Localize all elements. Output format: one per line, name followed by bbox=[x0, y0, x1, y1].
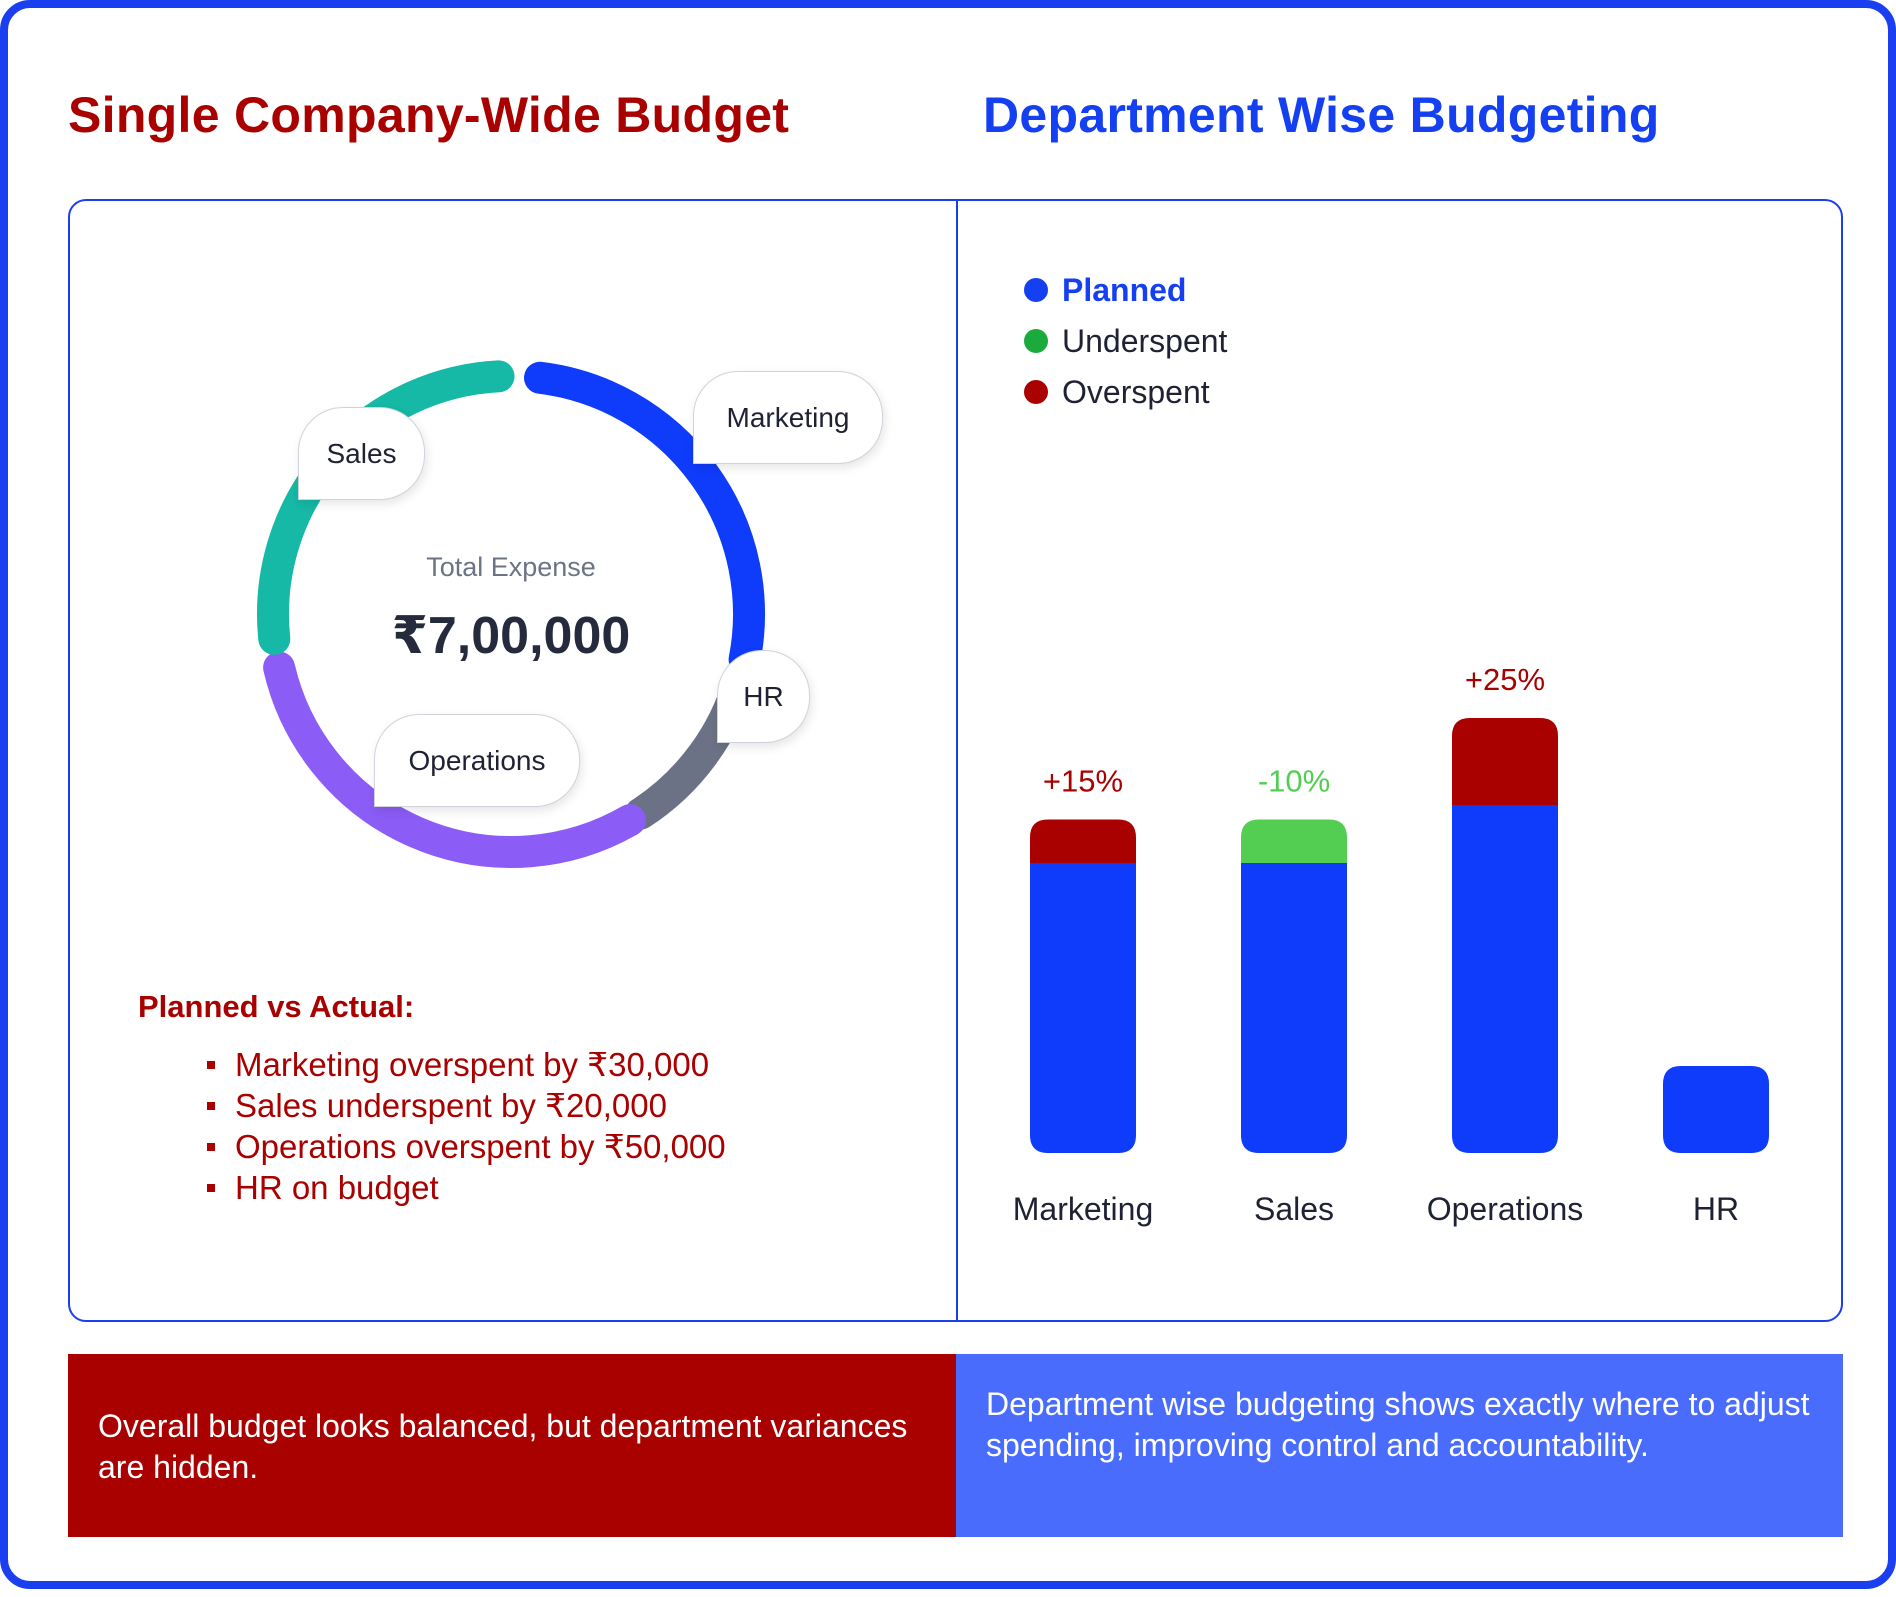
hr-segment-bubble: HR bbox=[717, 650, 810, 743]
planned-vs-actual-title: Planned vs Actual: bbox=[138, 989, 415, 1024]
operations-segment-label: Operations bbox=[408, 744, 546, 776]
x-tick-label-sales: Sales bbox=[1254, 1191, 1334, 1227]
legend-dot-planned bbox=[1024, 278, 1048, 302]
bar-value-label-marketing: +15% bbox=[1043, 764, 1123, 799]
list-item-text: Operations overspent by ₹50,000 bbox=[235, 1128, 726, 1165]
list-item: Marketing overspent by ₹30,000 bbox=[196, 1044, 726, 1085]
bar-sales-planned bbox=[1241, 863, 1347, 1153]
company-budget-heading: Single Company-Wide Budget bbox=[68, 87, 790, 143]
legend-label-underspent: Underspent bbox=[1062, 322, 1228, 359]
bullet-marker bbox=[207, 1061, 215, 1069]
operations-segment-bubble: Operations bbox=[374, 714, 580, 807]
x-tick-label-marketing: Marketing bbox=[1013, 1191, 1154, 1227]
legend-item-overspent: Overspent bbox=[1024, 372, 1210, 412]
bar-value-label-sales: -10% bbox=[1258, 764, 1330, 799]
legend-item-underspent: Underspent bbox=[1024, 321, 1227, 361]
department-budget-heading: Department Wise Budgeting bbox=[983, 87, 1660, 143]
list-item-text: Sales underspent by ₹20,000 bbox=[235, 1087, 667, 1124]
expense-donut-chart: +15% Marketing -10% Sales +25% Operations HR bbox=[257, 360, 1769, 1227]
panel-divider bbox=[956, 199, 958, 1322]
sales-segment-bubble: Sales bbox=[298, 407, 425, 500]
bar-hr-planned bbox=[1663, 1066, 1769, 1153]
donut-center-value: ₹7,00,000 bbox=[391, 607, 631, 665]
list-item: Operations overspent by ₹50,000 bbox=[196, 1126, 726, 1167]
list-item: Sales underspent by ₹20,000 bbox=[196, 1085, 726, 1126]
bullet-marker bbox=[207, 1184, 215, 1192]
list-item-text: HR on budget bbox=[235, 1169, 439, 1206]
donut-center-label: Total Expense bbox=[426, 552, 596, 582]
bullet-marker bbox=[207, 1102, 215, 1110]
legend-dot-overspent bbox=[1024, 380, 1048, 404]
x-tick-label-hr: HR bbox=[1693, 1191, 1739, 1227]
company-budget-summary: Overall budget looks balanced, but depar… bbox=[68, 1354, 956, 1537]
marketing-donut-segment bbox=[524, 361, 765, 676]
bar-marketing-overspent bbox=[1030, 819, 1136, 863]
planned-vs-actual-list: Marketing overspent by ₹30,000 Sales und… bbox=[196, 1044, 726, 1208]
marketing-segment-label: Marketing bbox=[726, 401, 850, 433]
list-item: HR on budget bbox=[196, 1167, 726, 1208]
bar-value-label-operations: +25% bbox=[1465, 662, 1545, 697]
sales-segment-label: Sales bbox=[326, 437, 397, 469]
legend-item-planned: Planned bbox=[1024, 270, 1186, 310]
marketing-segment-bubble: Marketing bbox=[693, 371, 883, 464]
bullet-marker bbox=[207, 1143, 215, 1151]
operations-donut-segment bbox=[263, 651, 646, 868]
bar-sales-underspent bbox=[1241, 819, 1347, 863]
department-budget-summary: Department wise budgeting shows exactly … bbox=[956, 1354, 1843, 1537]
legend-dot-underspent bbox=[1024, 329, 1048, 353]
hr-segment-label: HR bbox=[743, 680, 784, 712]
list-item-text: Marketing overspent by ₹30,000 bbox=[235, 1046, 710, 1083]
legend-label-planned: Planned bbox=[1062, 271, 1187, 308]
bar-marketing-planned bbox=[1030, 863, 1136, 1153]
legend-label-overspent: Overspent bbox=[1062, 373, 1210, 410]
bar-operations-overspent bbox=[1452, 718, 1558, 805]
x-tick-label-operations: Operations bbox=[1427, 1191, 1584, 1227]
bar-operations-planned bbox=[1452, 805, 1558, 1153]
